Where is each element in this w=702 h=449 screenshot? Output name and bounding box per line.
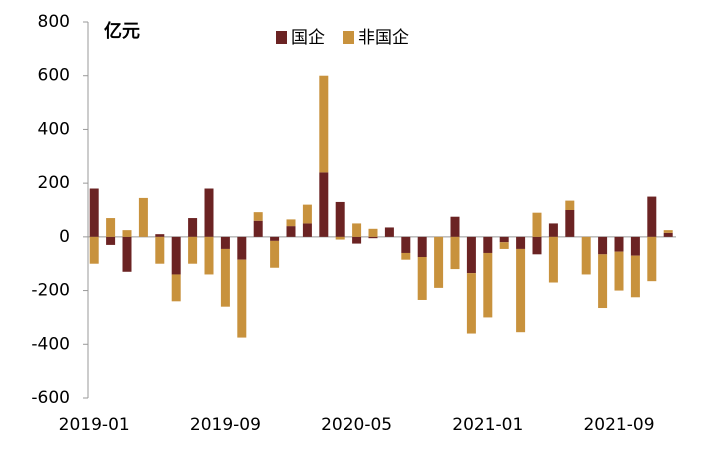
bar	[335, 236, 345, 240]
bar	[532, 212, 542, 237]
bar	[565, 210, 575, 237]
bar	[499, 236, 509, 243]
bar	[138, 197, 148, 237]
bar	[106, 236, 116, 245]
x-tick-label: 2019-01	[59, 415, 130, 435]
bar	[434, 236, 444, 288]
bar	[253, 220, 263, 237]
y-tick-label: -400	[31, 334, 70, 354]
bar	[220, 248, 230, 307]
bar	[155, 236, 165, 264]
bar	[188, 218, 198, 237]
bar	[204, 188, 214, 237]
bar	[122, 230, 132, 237]
bar	[270, 236, 280, 241]
bar	[450, 216, 460, 237]
bar	[466, 236, 476, 274]
bar	[106, 218, 116, 237]
bar	[663, 230, 673, 233]
bar	[598, 254, 608, 309]
bar	[630, 255, 640, 298]
bar	[302, 223, 312, 237]
bar	[319, 172, 329, 237]
bar	[384, 227, 394, 237]
bar	[401, 236, 411, 253]
bar	[450, 236, 460, 270]
legend-label: 非国企	[358, 28, 409, 48]
bar	[188, 236, 198, 264]
bar	[483, 252, 493, 318]
bar	[319, 75, 329, 173]
bar	[352, 223, 362, 237]
unit-label: 亿元	[104, 20, 140, 42]
legend-swatch	[276, 31, 287, 44]
bar	[516, 248, 526, 333]
x-tick-label: 2021-09	[583, 415, 654, 435]
y-tick-label: 200	[38, 173, 70, 193]
bar	[630, 236, 640, 256]
y-tick-label: -600	[31, 388, 70, 408]
bar	[581, 236, 591, 275]
legend-label: 国企	[291, 28, 325, 48]
bar	[368, 228, 378, 237]
bar	[499, 242, 509, 249]
bar	[548, 236, 558, 283]
x-tick-label: 2021-01	[452, 415, 523, 435]
y-tick-label: -200	[31, 281, 70, 301]
bar	[401, 252, 411, 260]
bar	[220, 236, 230, 249]
bar	[548, 223, 558, 237]
y-tick-label: 400	[38, 119, 70, 139]
bar	[614, 236, 624, 252]
bar	[417, 236, 427, 257]
bar	[614, 251, 624, 291]
bar	[155, 234, 165, 237]
bar	[237, 259, 247, 338]
y-tick-label: 0	[59, 227, 70, 247]
bar	[647, 236, 657, 282]
bar	[89, 236, 99, 264]
x-tick-label: 2019-09	[190, 415, 261, 435]
bar	[237, 236, 247, 260]
bar	[663, 232, 673, 237]
bar	[483, 236, 493, 253]
bar	[417, 257, 427, 300]
bar	[368, 236, 378, 239]
bar	[565, 200, 575, 210]
bar	[466, 273, 476, 334]
y-tick-label: 600	[38, 66, 70, 86]
bar	[171, 236, 181, 275]
bar	[302, 204, 312, 224]
bar	[253, 212, 263, 221]
bar	[352, 236, 362, 244]
bar	[204, 236, 214, 275]
bar	[286, 219, 296, 227]
bar	[532, 236, 542, 255]
bar	[516, 236, 526, 249]
bar	[89, 188, 99, 237]
bar	[270, 240, 280, 268]
bar	[335, 201, 345, 237]
x-tick-label: 2020-05	[321, 415, 392, 435]
y-tick-label: 800	[38, 12, 70, 32]
bar	[598, 236, 608, 255]
bar	[122, 236, 132, 272]
bar	[286, 226, 296, 237]
bar	[647, 196, 657, 237]
legend-swatch	[343, 31, 354, 44]
bar	[171, 274, 181, 302]
